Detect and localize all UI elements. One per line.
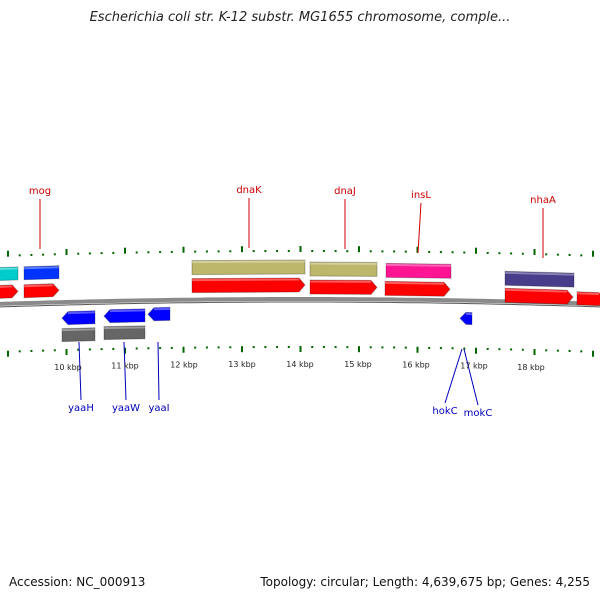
- reverse-gene-yaaI[interactable]: [147, 306, 171, 322]
- scale-label: 13 kbp: [228, 360, 256, 369]
- forward-gene-dnaK[interactable]: [191, 277, 306, 294]
- scale-label: 14 kbp: [286, 360, 314, 369]
- reverse-gene-yaaW-body: [103, 308, 146, 324]
- scale-label: 12 kbp: [170, 361, 198, 370]
- backbone-line: [0, 297, 600, 306]
- forward-gene-mog-body: [23, 283, 60, 299]
- reverse-gene-yaaW-highlight: [109, 309, 146, 313]
- feature-gray-1[interactable]: [61, 327, 96, 343]
- label-mokC-leader: [463, 348, 479, 406]
- feature-khaki-2[interactable]: [309, 261, 378, 277]
- label-yaaW: yaaW: [112, 403, 140, 414]
- feature-blue-top-highlight: [23, 266, 60, 270]
- accession-text: Accession: NC_000913: [9, 575, 146, 589]
- feature-gray-1-body: [61, 327, 96, 343]
- forward-gene-nhaA[interactable]: [504, 287, 574, 305]
- scale-label: 17 kbp: [460, 362, 488, 371]
- gene-labels: mog dnaK dnaJ insL nhaA yaaH yaaW yaaI hokC mokC: [29, 185, 556, 419]
- label-yaaI-leader: [157, 341, 160, 401]
- feature-pink-highlight: [385, 263, 452, 267]
- feature-khaki-1-body: [191, 259, 306, 276]
- scale-label: 10 kbp: [54, 363, 82, 372]
- label-yaaH: yaaH: [68, 403, 94, 414]
- feature-pink-body: [385, 262, 452, 279]
- forward-gene-next-highlight: [576, 292, 600, 296]
- label-yaaW-leader: [123, 341, 127, 401]
- label-dnaJ: dnaJ: [334, 186, 356, 197]
- chromosome-backbone: [0, 297, 600, 308]
- reverse-gene-hokC[interactable]: [459, 311, 473, 326]
- scale-tick-labels: 10 kbp 11 kbp 12 kbp 13 kbp 14 kbp 15 kbp 16 k…: [54, 360, 545, 372]
- feature-khaki-1-highlight: [191, 260, 306, 264]
- feature-blue-top[interactable]: [23, 265, 60, 281]
- label-hokC-leader: [444, 348, 463, 404]
- forward-gene-insL-body: [384, 280, 451, 297]
- reverse-gene-yaaH[interactable]: [61, 310, 96, 326]
- forward-gene-next-body: [576, 291, 600, 307]
- genome-summary-text: Topology: circular; Length: 4,639,675 bp…: [260, 575, 590, 589]
- forward-gene-next[interactable]: [576, 291, 600, 307]
- feature-khaki-1[interactable]: [191, 259, 306, 276]
- label-nhaA: nhaA: [530, 195, 556, 206]
- feature-cyan-highlight: [0, 267, 19, 270]
- feature-gray-2-body: [103, 325, 146, 341]
- feature-cyan[interactable]: [0, 266, 19, 281]
- scale-label: 15 kbp: [344, 360, 372, 369]
- reverse-gene-yaaI-body: [147, 306, 171, 322]
- forward-gene-dnaJ[interactable]: [309, 279, 378, 295]
- scale-label: 16 kbp: [402, 361, 430, 370]
- backbone-shadow: [0, 301, 600, 308]
- feature-blue-top-body: [23, 265, 60, 281]
- forward-gene-nhaA-body: [504, 287, 574, 305]
- feature-slate-body: [504, 270, 575, 288]
- forward-gene-insL[interactable]: [384, 280, 451, 297]
- scale-label: 11 kbp: [111, 362, 139, 371]
- forward-gene-1-body: [0, 284, 19, 299]
- forward-gene-1[interactable]: [0, 284, 19, 299]
- feature-tracks[interactable]: [0, 259, 600, 343]
- feature-gray-2[interactable]: [103, 325, 146, 341]
- forward-gene-mog[interactable]: [23, 283, 60, 299]
- forward-gene-dnaK-body: [191, 277, 306, 294]
- bottom-tick-row: [7, 346, 594, 357]
- reverse-gene-yaaH-body: [61, 310, 96, 326]
- label-mog: mog: [29, 186, 51, 197]
- forward-gene-1-highlight: [0, 285, 13, 288]
- reverse-gene-hokC-body: [459, 311, 473, 326]
- reverse-gene-yaaH-highlight: [67, 311, 96, 315]
- forward-gene-dnaJ-body: [309, 279, 378, 295]
- label-yaaH-leader: [78, 341, 82, 401]
- feature-slate-highlight: [504, 271, 575, 276]
- label-insL: insL: [411, 190, 431, 201]
- forward-gene-insL-highlight: [384, 281, 445, 285]
- map-title: Escherichia coli str. K-12 substr. MG165…: [89, 10, 511, 25]
- label-insL-leader: [417, 202, 422, 254]
- label-mokC: mokC: [464, 408, 493, 419]
- feature-gray-2-highlight: [103, 326, 146, 330]
- label-hokC: hokC: [432, 406, 457, 417]
- forward-gene-nhaA-highlight: [504, 288, 568, 293]
- feature-slate[interactable]: [504, 270, 575, 288]
- reverse-gene-yaaW[interactable]: [103, 308, 146, 324]
- feature-pink[interactable]: [385, 262, 452, 279]
- top-tick-row: [7, 246, 594, 257]
- scale-label: 18 kbp: [517, 363, 545, 372]
- label-yaaI: yaaI: [148, 403, 169, 414]
- feature-gray-1-highlight: [61, 328, 96, 332]
- label-dnaK: dnaK: [236, 185, 262, 196]
- forward-gene-dnaK-highlight: [191, 278, 300, 282]
- feature-khaki-2-body: [309, 261, 378, 277]
- forward-gene-mog-highlight: [23, 284, 54, 288]
- feature-cyan-body: [0, 266, 19, 281]
